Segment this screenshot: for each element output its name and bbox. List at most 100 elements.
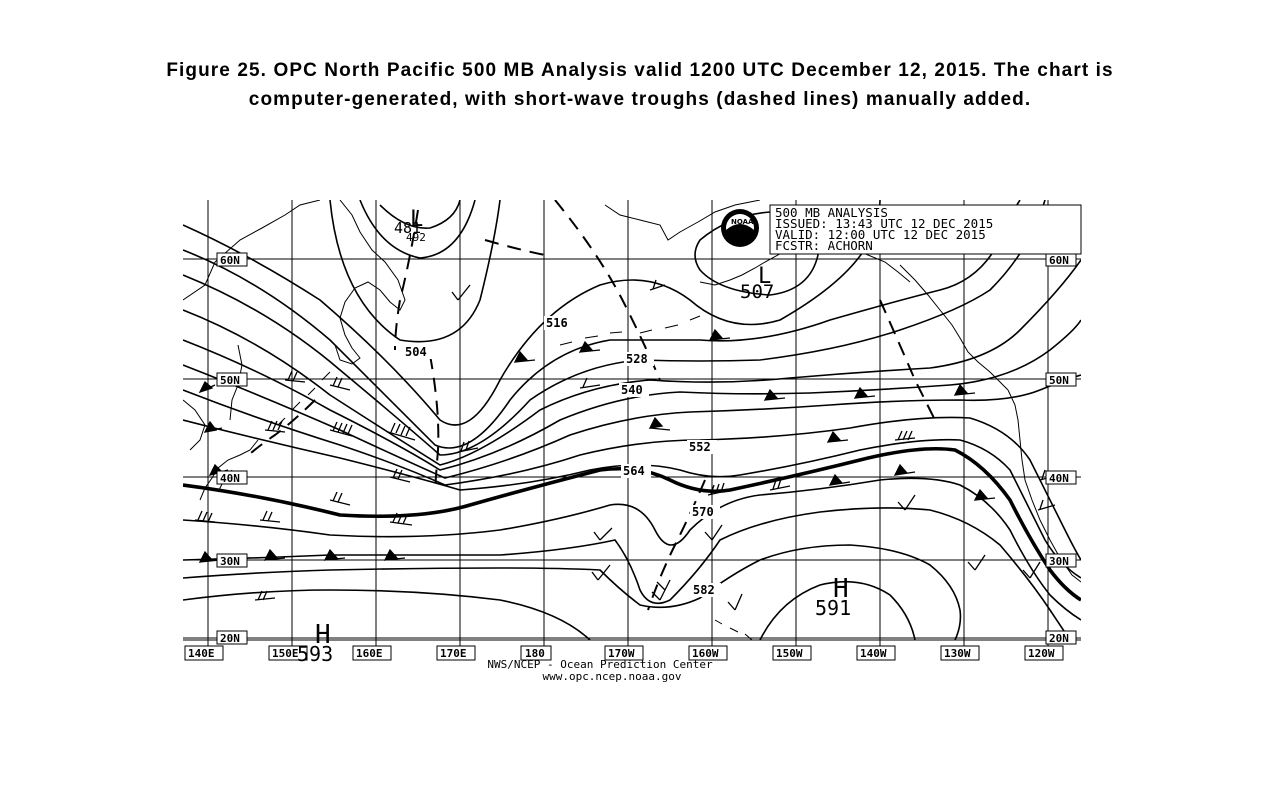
contour-534 — [183, 259, 1081, 466]
svg-text:160E: 160E — [356, 647, 383, 660]
contour-564 — [183, 446, 1081, 602]
contour-label-582: 582 — [693, 583, 715, 597]
alaska-coast — [604, 200, 761, 241]
svg-text:20N: 20N — [220, 632, 240, 645]
bc-coast — [899, 264, 1009, 391]
svg-text:50N: 50N — [220, 374, 240, 387]
svg-text:150W: 150W — [776, 647, 803, 660]
lat-30n-east: 30N — [1045, 553, 1077, 568]
svg-text:60N: 60N — [220, 254, 240, 267]
svg-text:40N: 40N — [1049, 472, 1069, 485]
high-letter: H — [315, 620, 331, 650]
contour-labels: 504 516 528 540 552 564 570 582 — [403, 316, 721, 597]
lon-180: 180 — [520, 645, 552, 661]
info-forecaster: FCSTR: ACHORN — [775, 238, 873, 253]
low-center-north: L 481 492 — [394, 207, 426, 244]
contour-label-570: 570 — [692, 505, 714, 519]
high-center-east: H 591 — [815, 574, 851, 620]
kamchatka-coast — [334, 200, 406, 365]
wind-barbs — [194, 279, 1059, 611]
lat-50n-west: 50N — [216, 372, 248, 387]
low-letter: L — [758, 264, 771, 289]
contour-label-516: 516 — [546, 316, 568, 330]
lon-140w: 140W — [856, 645, 896, 661]
lon-160e: 160E — [352, 645, 392, 661]
credit-url: www.opc.ncep.noaa.gov — [542, 670, 681, 683]
figure-caption: Figure 25. OPC North Pacific 500 MB Anal… — [40, 56, 1240, 114]
trough-central — [647, 479, 706, 611]
lat-20n-west: 20N — [216, 630, 248, 645]
contour-label-540: 540 — [621, 383, 643, 397]
contour-label-504: 504 — [405, 345, 427, 359]
contour-492 — [359, 200, 476, 259]
high-center-west: H 593 — [297, 620, 333, 666]
lat-60n-west: 60N — [216, 252, 248, 267]
lat-40n-east: 40N — [1045, 470, 1077, 485]
analysis-info-box: 500 MB ANALYSIS ISSUED: 13:43 UTC 12 DEC… — [769, 204, 1082, 255]
low-value: 507 — [740, 281, 774, 303]
lat-20n-east: 20N — [1045, 630, 1077, 645]
info-issued: ISSUED: 13:43 UTC 12 DEC 2015 — [775, 216, 993, 231]
contour-504 — [329, 200, 501, 343]
svg-text:20N: 20N — [1049, 632, 1069, 645]
svg-text:60N: 60N — [1049, 254, 1069, 267]
contour-label-552: 552 — [689, 440, 711, 454]
contour-558 — [183, 419, 1081, 579]
height-contours — [183, 200, 1081, 640]
short-wave-troughs — [244, 200, 936, 611]
lat-40n-west: 40N — [216, 470, 248, 485]
graticule — [183, 200, 1081, 650]
svg-text:130W: 130W — [944, 647, 971, 660]
aleutian-islands — [559, 315, 701, 346]
contour-540 — [183, 319, 1081, 471]
lon-120w: 120W — [1024, 645, 1064, 661]
svg-text:160W: 160W — [692, 647, 719, 660]
svg-text:40N: 40N — [220, 472, 240, 485]
trough-japan — [244, 399, 316, 459]
info-valid: VALID: 12:00 UTC 12 DEC 2015 — [775, 227, 986, 242]
contour-522 — [183, 200, 1021, 449]
trough-gulf — [879, 299, 936, 421]
high-value: 591 — [815, 596, 851, 620]
contour-576 — [183, 507, 1071, 640]
low-inner-value: 492 — [406, 231, 426, 244]
lat-60n-east: 60N — [1045, 252, 1077, 267]
svg-text:30N: 30N — [220, 555, 240, 568]
lon-160w: 160W — [688, 645, 728, 661]
svg-text:150E: 150E — [272, 647, 299, 660]
credit: NWS/NCEP - Ocean Prediction Center www.o… — [487, 658, 713, 683]
svg-text:170W: 170W — [608, 647, 635, 660]
contour-480 — [379, 200, 461, 229]
svg-text:170E: 170E — [440, 647, 467, 660]
svg-text:140W: 140W — [860, 647, 887, 660]
contour-label-528: 528 — [626, 352, 648, 366]
trough-bering — [554, 200, 661, 381]
kuril-islands — [277, 371, 331, 426]
trough-kamchatka — [394, 209, 419, 351]
latitude-labels: 60N 60N 50N 50N 40N 40N 30N 30N — [216, 252, 1077, 645]
contour-582 — [183, 544, 962, 640]
lon-150w: 150W — [772, 645, 812, 661]
low-letter: L — [410, 207, 423, 232]
contour-588-east — [759, 580, 916, 640]
contour-label-564: 564 — [623, 464, 645, 478]
contour-552 — [183, 389, 1081, 561]
high-value: 593 — [297, 642, 333, 666]
low-center-bering: L 507 — [740, 264, 774, 303]
contour-588 — [183, 589, 591, 640]
contour-516 — [183, 200, 881, 426]
caption-line-1: Figure 25. OPC North Pacific 500 MB Anal… — [166, 60, 1114, 81]
svg-text:120W: 120W — [1028, 647, 1055, 660]
us-west-coast — [1007, 389, 1081, 583]
contour-546 — [183, 364, 1081, 479]
svg-text:140E: 140E — [188, 647, 215, 660]
asia-coast — [183, 200, 321, 301]
contour-510-low — [694, 211, 819, 296]
noaa-logo-text: NOAA — [731, 218, 754, 226]
info-title: 500 MB ANALYSIS — [775, 205, 888, 220]
lon-150e: 150E — [268, 645, 308, 661]
trough-north — [484, 239, 546, 256]
longitude-labels: 140E 150E 160E 170E 180 170W 160W 150W 1… — [184, 645, 1064, 661]
noaa-logo: NOAA — [721, 209, 759, 247]
